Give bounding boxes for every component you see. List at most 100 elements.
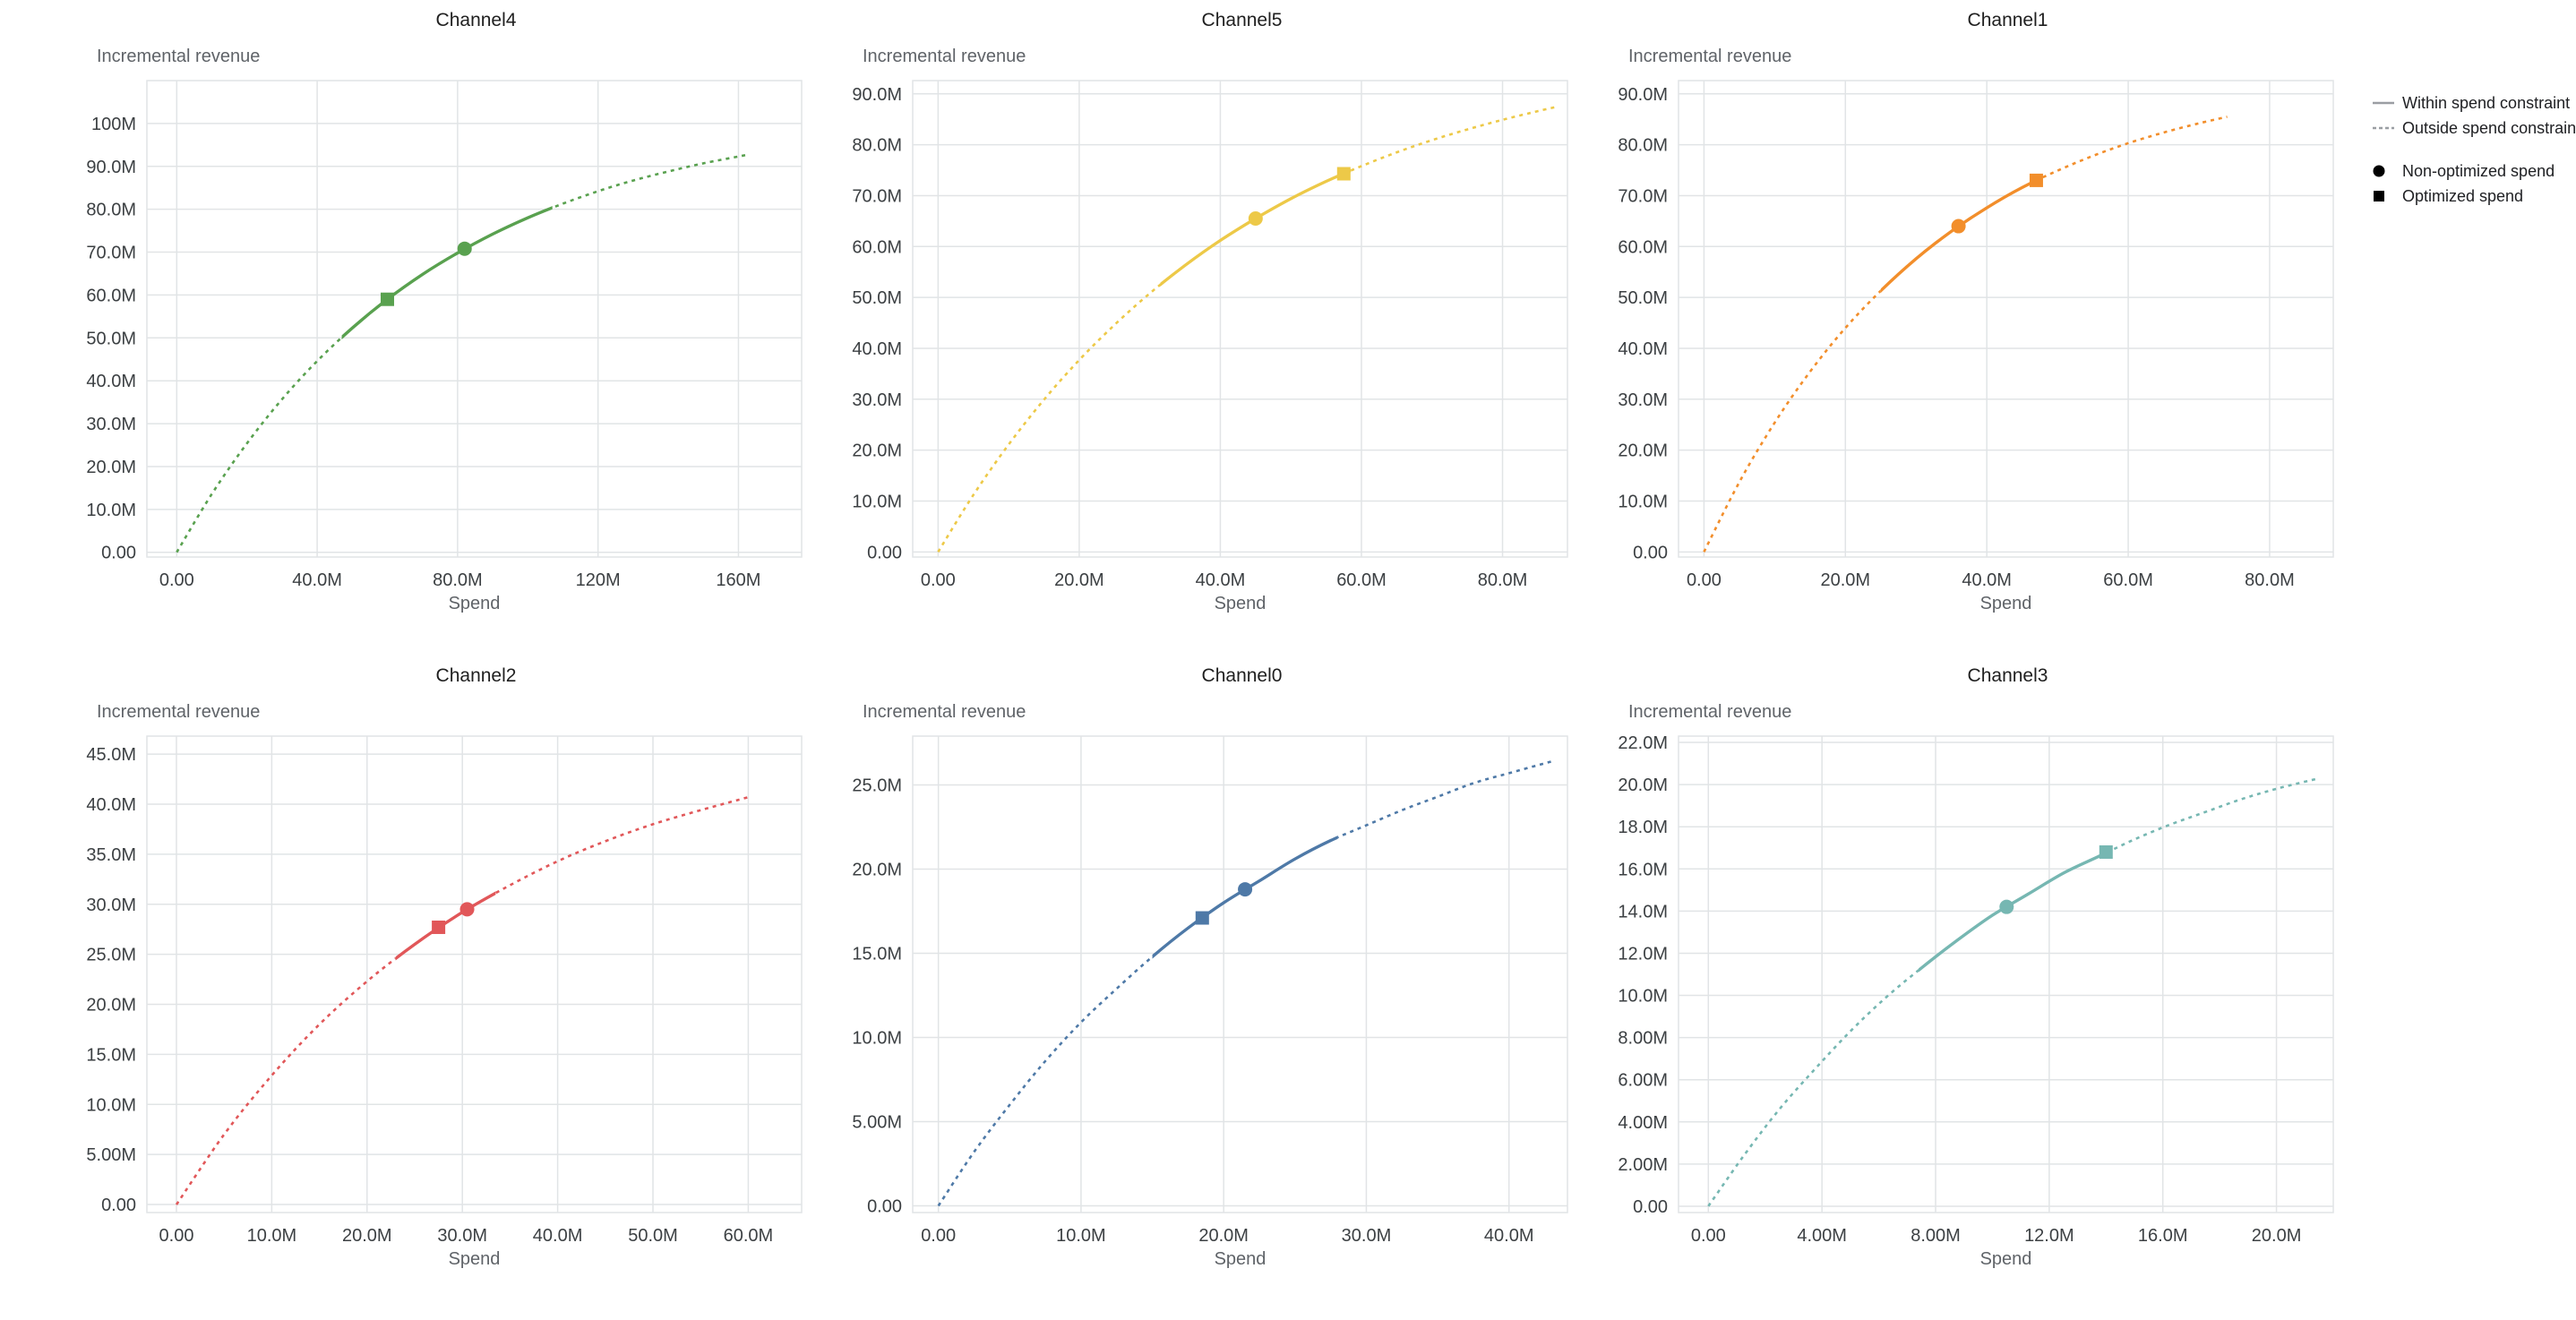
- y-tick-label: 30.0M: [852, 390, 902, 410]
- x-tick-label: 80.0M: [433, 570, 483, 590]
- y-tick-label: 15.0M: [852, 945, 902, 964]
- y-tick-label: 10.0M: [852, 492, 902, 511]
- y-tick-label: 22.0M: [1618, 733, 1668, 753]
- optimized-spend-marker: [1336, 167, 1351, 181]
- y-tick-label: 40.0M: [852, 339, 902, 359]
- chart-title: Channel5: [1201, 10, 1283, 30]
- y-tick-label: 10.0M: [86, 501, 136, 520]
- legend-item-non-optimized: Non-optimized spend: [2372, 161, 2574, 181]
- curve-within-spend-constraint: [1160, 168, 1352, 287]
- y-tick-label: 90.0M: [852, 85, 902, 105]
- y-tick-label: 50.0M: [86, 329, 136, 348]
- x-tick-labels: 0.00 40.0M 80.0M 120M 160M: [159, 570, 761, 590]
- y-tick-label: 60.0M: [1618, 237, 1668, 257]
- y-tick-label: 80.0M: [1618, 136, 1668, 156]
- x-axis-title: Spend: [1215, 594, 1267, 613]
- y-tick-label: 40.0M: [1618, 339, 1668, 359]
- x-axis-title: Spend: [449, 1249, 501, 1268]
- y-tick-label: 20.0M: [1618, 441, 1668, 461]
- y-tick-label: 0.00: [101, 1196, 136, 1215]
- plot-channel5: 0.00 10.0M 20.0M 30.0M 40.0M 50.0M 60.0M 70.0M 8…: [852, 80, 1568, 613]
- y-tick-label: 45.0M: [86, 745, 136, 765]
- y-axis-title: Incremental revenue: [97, 702, 261, 722]
- curve-outside-spend-constraint: [937, 106, 1556, 553]
- gridlines: [912, 735, 1568, 1213]
- gridlines: [146, 735, 803, 1213]
- non-optimized-spend-marker: [1999, 899, 2014, 914]
- y-tick-label: 70.0M: [1618, 186, 1668, 206]
- curve-within-spend-constraint: [1880, 176, 2040, 294]
- x-tick-label: 60.0M: [2103, 570, 2153, 590]
- y-tick-label: 16.0M: [1618, 860, 1668, 879]
- x-axis-title: Spend: [1980, 594, 2032, 613]
- non-optimized-spend-marker: [1238, 882, 1253, 897]
- x-axis-title: Spend: [1215, 1249, 1267, 1268]
- y-axis-title: Incremental revenue: [97, 47, 261, 66]
- y-tick-label: 30.0M: [1618, 390, 1668, 410]
- x-tick-label: 30.0M: [437, 1226, 487, 1246]
- chart-channel3: Channel3 Incremental revenue 0.00 2.00M 4.…: [1580, 661, 2346, 1316]
- x-tick-label: 40.0M: [1484, 1226, 1534, 1246]
- x-tick-label: 0.00: [159, 570, 194, 590]
- legend-label: Optimized spend: [2402, 186, 2524, 205]
- y-tick-label: 70.0M: [852, 186, 902, 206]
- y-tick-label: 20.0M: [852, 441, 902, 461]
- y-tick-label: 12.0M: [1618, 944, 1668, 964]
- non-optimized-spend-marker: [1951, 219, 1966, 234]
- curve-outside-spend-constraint: [1703, 116, 2228, 553]
- optimized-spend-marker: [432, 920, 446, 934]
- curve-within-spend-constraint: [1918, 848, 2112, 973]
- chart-title: Channel2: [435, 665, 517, 686]
- y-tick-label: 40.0M: [86, 372, 136, 391]
- y-tick-label: 20.0M: [1618, 776, 1668, 795]
- square-marker-icon: [2374, 191, 2384, 201]
- y-tick-label: 25.0M: [86, 946, 136, 965]
- y-tick-label: 5.00M: [852, 1112, 902, 1132]
- y-tick-label: 5.00M: [86, 1145, 136, 1165]
- charts-grid: Channel4 Incremental revenue 0.00 10.0M 20…: [48, 5, 2346, 1316]
- gridlines: [1678, 735, 2334, 1213]
- curve-outside-spend-constraint: [176, 153, 750, 553]
- optimized-spend-marker: [1195, 911, 1209, 925]
- y-tick-label: 70.0M: [86, 244, 136, 263]
- y-tick-label: 6.00M: [1618, 1071, 1668, 1091]
- optimized-spend-marker: [380, 292, 394, 306]
- y-tick-labels: 0.00 2.00M 4.00M 6.00M 8.00M 10.0M 12.0M 14.0M 1…: [1618, 733, 1668, 1217]
- x-tick-label: 120M: [576, 570, 621, 590]
- y-tick-label: 30.0M: [86, 896, 136, 915]
- non-optimized-spend-marker: [459, 902, 475, 917]
- gridlines: [912, 80, 1568, 558]
- y-tick-label: 18.0M: [1618, 818, 1668, 837]
- y-tick-label: 0.00: [1633, 543, 1668, 562]
- plot-channel3: 0.00 2.00M 4.00M 6.00M 8.00M 10.0M 12.0M 14.0M 1…: [1618, 733, 2334, 1268]
- y-tick-label: 0.00: [867, 1196, 902, 1216]
- y-tick-labels: 0.00 5.00M 10.0M 15.0M 20.0M 25.0M: [852, 776, 902, 1217]
- y-tick-label: 10.0M: [1618, 492, 1668, 511]
- x-tick-label: 50.0M: [628, 1226, 678, 1246]
- x-tick-label: 20.0M: [1054, 570, 1104, 590]
- y-tick-labels: 0.00 5.00M 10.0M 15.0M 20.0M 25.0M 30.0M 35.0M 4…: [86, 745, 136, 1215]
- curve-within-spend-constraint: [341, 206, 553, 340]
- y-tick-label: 0.00: [101, 544, 136, 563]
- y-tick-label: 10.0M: [86, 1095, 136, 1115]
- x-tick-label: 10.0M: [247, 1226, 297, 1246]
- chart-title: Channel4: [435, 10, 517, 30]
- y-tick-label: 0.00: [867, 543, 902, 562]
- y-tick-label: 30.0M: [86, 415, 136, 434]
- y-tick-labels: 0.00 10.0M 20.0M 30.0M 40.0M 50.0M 60.0M 70.0M 8…: [1618, 85, 1668, 563]
- x-tick-label: 10.0M: [1056, 1226, 1106, 1246]
- y-axis-title: Incremental revenue: [1628, 47, 1792, 66]
- curve-within-spend-constraint: [1152, 836, 1338, 959]
- x-axis-title: Spend: [1980, 1249, 2032, 1268]
- x-tick-label: 20.0M: [1821, 570, 1871, 590]
- y-axis-title: Incremental revenue: [1628, 702, 1792, 722]
- y-tick-label: 80.0M: [86, 201, 136, 220]
- optimized-spend-marker: [2029, 173, 2043, 187]
- legend-item-within-constraint: Within spend constraint: [2372, 93, 2574, 113]
- x-tick-label: 0.00: [1687, 570, 1722, 590]
- chart-channel2: Channel2 Incremental revenue 0.00 5.00M 10…: [48, 661, 814, 1316]
- y-tick-label: 25.0M: [852, 776, 902, 796]
- x-tick-label: 0.00: [921, 570, 956, 590]
- y-tick-label: 60.0M: [86, 286, 136, 305]
